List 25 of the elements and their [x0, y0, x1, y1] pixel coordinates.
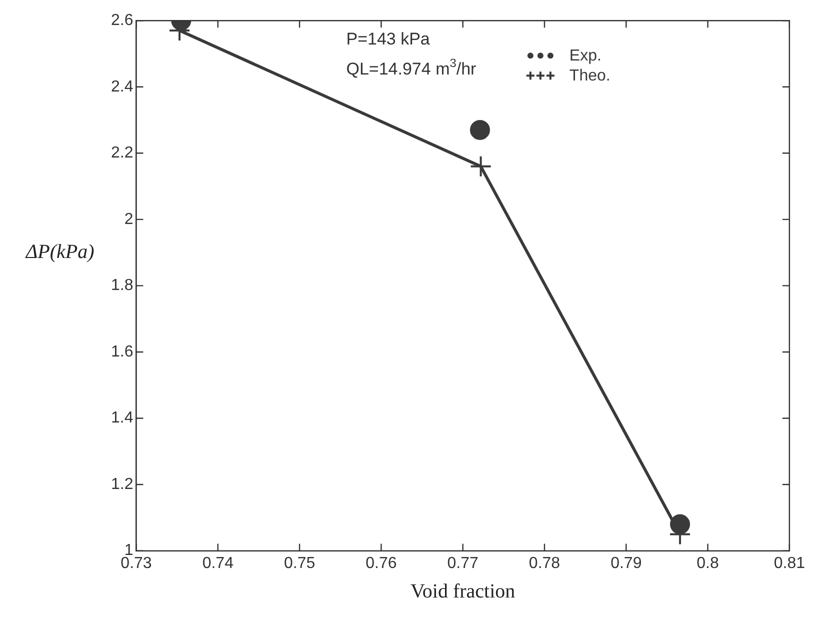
x-tick-label: 0.73 [120, 554, 152, 572]
y-tick-label: 1.4 [110, 410, 134, 427]
y-tick-label: 2.4 [110, 78, 134, 96]
point [470, 120, 490, 140]
x-tick-label: 0.8 [696, 554, 719, 572]
x-tick-label: 0.79 [610, 554, 642, 572]
y-tick-label: 2.2 [110, 144, 134, 162]
y-axis-title: ΔP(kPa) [24, 240, 95, 263]
x-tick-label: 0.75 [284, 554, 316, 572]
x-axis-title: Void fraction [410, 580, 516, 602]
y-tick-label: 1.8 [110, 277, 134, 294]
x-tick-label: 0.81 [774, 554, 806, 572]
legend-label: Theo. [569, 68, 610, 85]
y-tick-label: 1.2 [110, 476, 134, 493]
x-tick-label: 0.77 [447, 554, 479, 572]
y-tick-label: 2 [124, 210, 134, 228]
x-tick-label: 0.76 [366, 554, 397, 572]
annotation: P=143 kPa [346, 30, 430, 49]
x-tick-label: 0.74 [202, 554, 234, 572]
point [670, 514, 690, 534]
y-tick-label: 1.6 [110, 343, 134, 360]
y-tick-label: 2.6 [110, 12, 134, 30]
point [470, 155, 492, 178]
legend-label: Exp. [569, 48, 602, 65]
x-tick-label: 0.78 [528, 554, 560, 572]
